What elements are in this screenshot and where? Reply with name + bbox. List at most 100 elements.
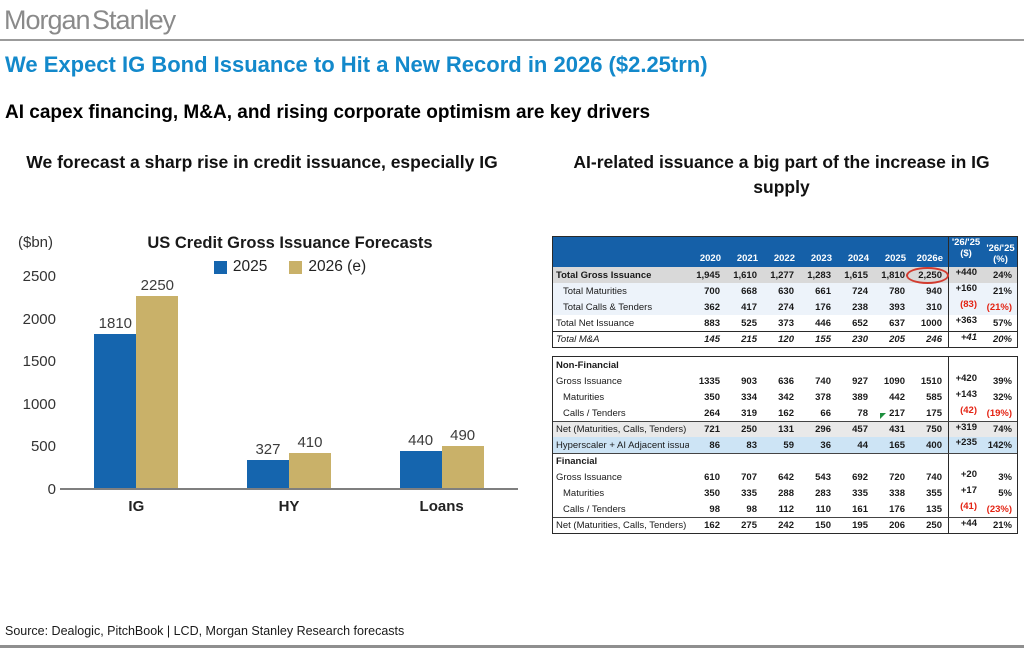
table-row: Calls / Tenders 98 98 112 110 161 176 135 (41) (2… bbox=[553, 501, 1017, 517]
table-row: Maturities 350 335 288 283 335 338 355 +17 5% bbox=[553, 485, 1017, 501]
chart-panel-heading: We forecast a sharp rise in credit issua… bbox=[26, 152, 498, 172]
bar-2026e bbox=[136, 296, 179, 488]
cell-value: 636 bbox=[778, 375, 794, 387]
cell-value: 162 bbox=[704, 520, 720, 531]
table-cell: 378 bbox=[800, 392, 837, 403]
table-row: Non-Financial bbox=[553, 357, 1017, 373]
morgan-stanley-logo: Morgan Stanley bbox=[4, 5, 176, 35]
cell-value: 39% bbox=[992, 375, 1012, 387]
cell-value: 883 bbox=[704, 317, 720, 329]
cell-value: (41) bbox=[960, 501, 977, 512]
bar-value-label: 440 bbox=[408, 431, 434, 449]
y-axis-tick-label: 1500 bbox=[22, 353, 56, 371]
cell-value: 543 bbox=[815, 471, 831, 483]
table-header-cell: 2023 bbox=[810, 253, 832, 264]
bar-value-label: 490 bbox=[450, 427, 476, 445]
cell-value: 250 bbox=[926, 520, 942, 531]
table-cell: 335 bbox=[837, 488, 874, 499]
table-row: Gross Issuance 610 707 642 543 692 720 740 +20 3% bbox=[553, 469, 1017, 485]
table-row: Maturities 350 334 342 378 389 442 585 +143 32% bbox=[553, 389, 1017, 405]
table-cell: 83 bbox=[726, 440, 763, 451]
table-cell: 176 bbox=[800, 302, 837, 313]
table-panel-heading: AI-related issuance a big part of the in… bbox=[573, 152, 990, 197]
table-cell: 21% bbox=[983, 286, 1018, 297]
table-cell: 393 bbox=[874, 302, 911, 313]
table-cell: 230 bbox=[837, 334, 874, 345]
cell-value: 78 bbox=[857, 407, 868, 419]
bar-2025 bbox=[94, 333, 137, 488]
table-cell: 457 bbox=[837, 424, 874, 435]
table-cell: 373 bbox=[763, 318, 800, 329]
table-cell: 250 bbox=[911, 520, 948, 531]
cell-value: +420 bbox=[955, 373, 977, 384]
table-cell: 334 bbox=[726, 392, 763, 403]
table-cell: 3% bbox=[983, 472, 1018, 483]
cell-value: 296 bbox=[815, 424, 831, 435]
table-cell: 44 bbox=[837, 440, 874, 451]
table-cell: 750 bbox=[911, 424, 948, 435]
table-header-cell: '26/'25 ($) bbox=[948, 237, 983, 267]
cell-value: 161 bbox=[852, 503, 868, 515]
issuance-table: 2020 2021 2022 2023 2024 2025 2026e '26/'25 ($)… bbox=[552, 236, 1018, 542]
row-label: Net (Maturities, Calls, Tenders) bbox=[556, 424, 687, 435]
row-label: Maturities bbox=[563, 391, 605, 403]
table-row: Hyperscaler + AI Adjacent issuar 86 83 59 36… bbox=[553, 437, 1017, 453]
cell-value: (19%) bbox=[986, 407, 1012, 419]
cell-value: 335 bbox=[741, 487, 757, 499]
table-cell: 338 bbox=[874, 488, 911, 499]
table-cell: 362 bbox=[689, 302, 726, 313]
x-axis-label: HY bbox=[278, 498, 300, 515]
cell-value: +143 bbox=[955, 389, 977, 400]
x-axis-label: Loans bbox=[419, 498, 464, 515]
cell-value: 131 bbox=[778, 424, 794, 435]
table-cell: 246 bbox=[911, 334, 948, 345]
table-header-cell: 2026e bbox=[916, 253, 943, 264]
bar-group: 1810 2250 IG bbox=[94, 277, 179, 515]
table-cell: 721 bbox=[689, 424, 726, 435]
header-divider bbox=[0, 39, 1024, 41]
cell-value: 120 bbox=[778, 334, 794, 345]
cell-value: 720 bbox=[889, 471, 905, 483]
cell-value: 927 bbox=[852, 375, 868, 387]
cell-value: 246 bbox=[926, 334, 942, 345]
table-row: Total M&A 145 215 120 155 230 205 246 +41 20% bbox=[553, 331, 1017, 347]
table-cell: 74% bbox=[983, 424, 1018, 435]
cell-value: 176 bbox=[815, 301, 831, 313]
table-cell: 692 bbox=[837, 472, 874, 483]
table-cell: 1,810 bbox=[874, 270, 911, 281]
table-cell: 350 bbox=[689, 392, 726, 403]
table-cell: 288 bbox=[763, 488, 800, 499]
cell-value: +363 bbox=[955, 315, 977, 326]
table-cell: 525 bbox=[726, 318, 763, 329]
cell-value: 21% bbox=[992, 285, 1012, 297]
table-cell: +363 bbox=[948, 315, 983, 331]
table-header-row: 2020 2021 2022 2023 2024 2025 2026e '26/'25 ($)… bbox=[553, 237, 1017, 267]
footer-divider bbox=[0, 645, 1024, 648]
table-cell: 417 bbox=[726, 302, 763, 313]
table-cell: +319 bbox=[948, 422, 983, 437]
cell-value: 378 bbox=[815, 391, 831, 403]
table-cell: 707 bbox=[726, 472, 763, 483]
table-cell: 21% bbox=[983, 520, 1018, 531]
chart-plot: 1810 2250 IG 327 410 HY 440 490 Loans bbox=[60, 277, 518, 515]
row-label: Net (Maturities, Calls, Tenders) bbox=[556, 520, 687, 531]
cell-value: +235 bbox=[955, 437, 977, 448]
bar-wrap: 327 bbox=[246, 277, 289, 488]
legend-label: 2025 bbox=[232, 258, 268, 275]
y-axis-tick-label: 1000 bbox=[22, 395, 56, 413]
table-cell: 110 bbox=[800, 504, 837, 515]
table-cell: 238 bbox=[837, 302, 874, 313]
chart-legend: 2025 2026 (e) bbox=[65, 258, 515, 276]
table-block: Non-Financial Gross Issuance 1335 903 636 740… bbox=[552, 356, 1018, 534]
bar-wrap: 490 bbox=[441, 277, 484, 488]
cell-value: 275 bbox=[741, 520, 757, 531]
cell-value: 20% bbox=[992, 334, 1012, 345]
row-label: Gross Issuance bbox=[556, 375, 622, 387]
cell-value: 274 bbox=[778, 301, 794, 313]
cell-value: 66 bbox=[820, 407, 831, 419]
cell-value: 288 bbox=[778, 487, 794, 499]
table-header-cell: 2021 bbox=[736, 253, 758, 264]
table-cell: (21%) bbox=[983, 302, 1018, 313]
table-cell: +160 bbox=[948, 283, 983, 299]
cell-value: 21% bbox=[992, 520, 1012, 531]
